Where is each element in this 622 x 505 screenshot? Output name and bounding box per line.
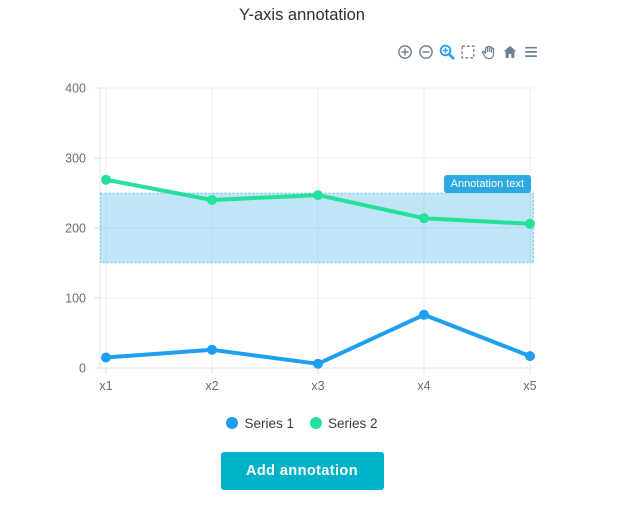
- home-button[interactable]: [501, 43, 519, 61]
- legend-label: Series 1: [244, 415, 294, 431]
- y-axis-label: 400: [65, 82, 86, 96]
- menu-button[interactable]: [522, 43, 540, 61]
- series-1-marker: [313, 358, 323, 369]
- menu-icon: [525, 46, 537, 57]
- series-1-marker: [525, 351, 535, 362]
- zoom-in-icon: [398, 45, 412, 59]
- series-2-marker: [313, 190, 323, 201]
- series-1-marker: [101, 352, 111, 363]
- chart-legend: Series 1 Series 2: [0, 412, 604, 434]
- selection-icon: [461, 45, 475, 59]
- button-row: Add annotation: [0, 452, 604, 490]
- y-annotation-band: [100, 192, 534, 264]
- chart-toolbar: [396, 43, 540, 61]
- line-chart-plot-area[interactable]: 0 100 200 300 400 x1 x2 x3 x4 x5: [0, 0, 622, 410]
- pan-button[interactable]: [480, 43, 498, 61]
- zoom-out-button[interactable]: [417, 43, 435, 61]
- x-axis-label: x1: [99, 379, 112, 393]
- zoom-out-icon: [419, 45, 433, 59]
- series-1-marker: [207, 344, 217, 355]
- selection-zoom-icon: [439, 44, 455, 60]
- zoom-in-button[interactable]: [396, 43, 414, 61]
- series-2-marker: [525, 218, 535, 229]
- legend-item-series-1[interactable]: Series 1: [226, 416, 294, 431]
- legend-label: Series 2: [328, 415, 378, 431]
- selection-button[interactable]: [459, 43, 477, 61]
- y-annotation-label: Annotation text: [443, 175, 531, 193]
- pan-icon: [481, 45, 495, 60]
- series-2-marker: [207, 195, 217, 205]
- x-axis-label: x4: [417, 379, 430, 393]
- x-axis-label: x3: [311, 379, 324, 393]
- series-1-marker-icon: [226, 417, 239, 429]
- home-icon: [503, 45, 517, 58]
- legend-item-series-2[interactable]: Series 2: [310, 416, 378, 431]
- y-axis-label: 300: [65, 152, 86, 166]
- x-axis-label: x2: [205, 379, 218, 393]
- selection-zoom-button[interactable]: [438, 43, 456, 61]
- series-2-marker: [419, 213, 429, 224]
- y-axis-label: 0: [79, 362, 86, 376]
- add-annotation-button[interactable]: Add annotation: [220, 452, 384, 490]
- y-axis-label: 100: [65, 292, 86, 306]
- y-axis-label: 200: [65, 222, 86, 236]
- series-1-marker: [419, 309, 429, 320]
- x-axis-label: x5: [523, 379, 536, 393]
- chart-title: Y-axis annotation: [239, 6, 365, 24]
- series-2-marker-icon: [310, 417, 322, 429]
- series-2-marker: [101, 174, 111, 185]
